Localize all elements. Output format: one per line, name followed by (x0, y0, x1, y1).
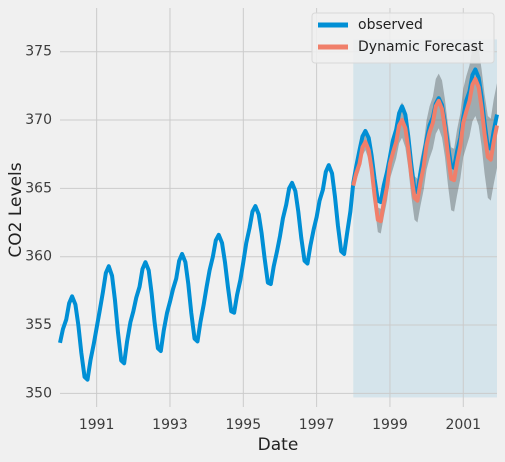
legend-label: Dynamic Forecast (358, 39, 484, 55)
series-line (351, 77, 499, 224)
y-tick-label: 370 (25, 112, 52, 128)
x-tick-label: 2001 (445, 417, 481, 433)
y-tick-label: 355 (25, 317, 52, 333)
plot-area (58, 8, 499, 407)
x-tick-label: 1997 (299, 417, 335, 433)
legend-box (311, 12, 495, 64)
x-tick-label: 1991 (79, 417, 115, 433)
legend-label: observed (358, 17, 423, 33)
y-tick-label: 365 (25, 180, 52, 196)
x-tick-label: 1995 (225, 417, 261, 433)
y-axis-label: CO2 Levels (6, 162, 26, 257)
x-tick-label: 1999 (372, 417, 408, 433)
y-tick-label: 360 (25, 249, 52, 265)
x-tick-label: 1993 (152, 417, 188, 433)
legend: observed Dynamic Forecast (318, 17, 484, 55)
x-axis-label: Date (258, 435, 299, 455)
y-tick-label: 375 (25, 44, 52, 60)
y-tick-label: 350 (25, 385, 52, 401)
